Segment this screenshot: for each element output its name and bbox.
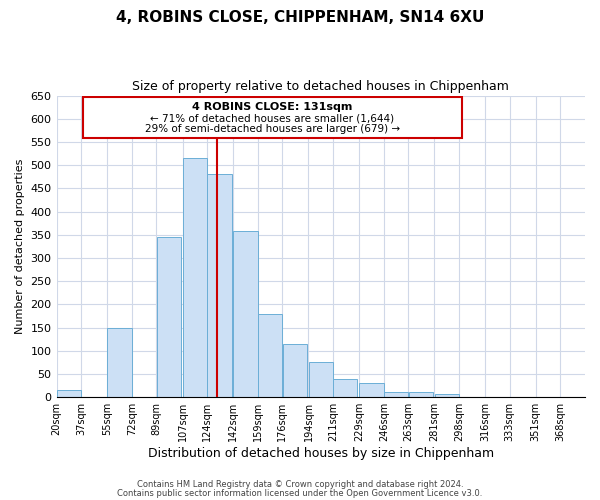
Bar bbox=[434, 394, 459, 397]
Bar bbox=[409, 392, 433, 397]
Bar bbox=[283, 344, 307, 397]
Bar bbox=[183, 158, 207, 397]
Text: 4, ROBINS CLOSE, CHIPPENHAM, SN14 6XU: 4, ROBINS CLOSE, CHIPPENHAM, SN14 6XU bbox=[116, 10, 484, 25]
Text: ← 71% of detached houses are smaller (1,644): ← 71% of detached houses are smaller (1,… bbox=[150, 114, 394, 124]
Bar bbox=[359, 384, 383, 397]
Text: Contains public sector information licensed under the Open Government Licence v3: Contains public sector information licen… bbox=[118, 488, 482, 498]
Text: Contains HM Land Registry data © Crown copyright and database right 2024.: Contains HM Land Registry data © Crown c… bbox=[137, 480, 463, 489]
Bar bbox=[308, 362, 333, 397]
Title: Size of property relative to detached houses in Chippenham: Size of property relative to detached ho… bbox=[133, 80, 509, 93]
Text: 4 ROBINS CLOSE: 131sqm: 4 ROBINS CLOSE: 131sqm bbox=[192, 102, 352, 113]
Bar bbox=[384, 392, 408, 397]
Bar bbox=[157, 237, 181, 397]
Bar bbox=[107, 328, 131, 397]
Bar bbox=[208, 174, 232, 397]
Bar bbox=[233, 231, 257, 397]
Bar bbox=[57, 390, 81, 397]
Y-axis label: Number of detached properties: Number of detached properties bbox=[15, 158, 25, 334]
X-axis label: Distribution of detached houses by size in Chippenham: Distribution of detached houses by size … bbox=[148, 447, 494, 460]
Bar bbox=[258, 314, 282, 397]
FancyBboxPatch shape bbox=[83, 97, 462, 138]
Bar bbox=[333, 378, 358, 397]
Text: 29% of semi-detached houses are larger (679) →: 29% of semi-detached houses are larger (… bbox=[145, 124, 400, 134]
